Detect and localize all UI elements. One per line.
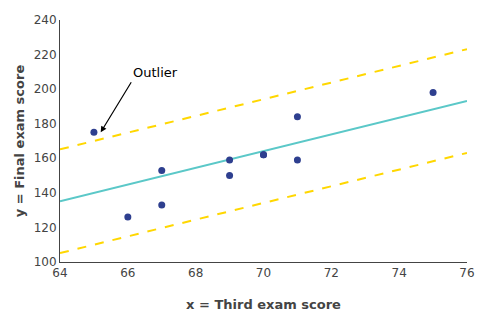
svg-text:100: 100 (34, 255, 57, 269)
svg-text:x = Third exam score: x = Third exam score (186, 297, 341, 312)
svg-text:70: 70 (256, 266, 271, 280)
svg-text:74: 74 (392, 266, 407, 280)
svg-text:Outlier: Outlier (133, 65, 178, 80)
svg-text:180: 180 (34, 117, 57, 131)
svg-text:220: 220 (34, 48, 57, 62)
svg-text:120: 120 (34, 221, 57, 235)
svg-text:200: 200 (34, 82, 57, 96)
svg-text:76: 76 (459, 266, 474, 280)
svg-text:64: 64 (52, 266, 67, 280)
svg-text:72: 72 (324, 266, 339, 280)
svg-text:66: 66 (120, 266, 135, 280)
svg-text:68: 68 (188, 266, 203, 280)
svg-text:240: 240 (34, 13, 57, 27)
svg-text:160: 160 (34, 151, 57, 165)
svg-text:140: 140 (34, 186, 57, 200)
svg-text:y = Final exam score: y = Final exam score (12, 65, 27, 218)
